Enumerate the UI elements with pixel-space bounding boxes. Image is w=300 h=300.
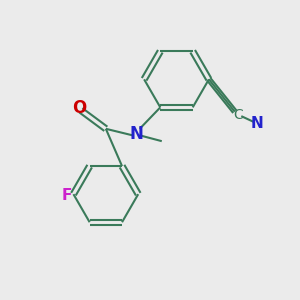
Text: F: F: [62, 188, 72, 203]
Text: O: O: [72, 99, 86, 117]
Text: N: N: [130, 125, 144, 143]
Text: C: C: [233, 108, 243, 122]
Text: N: N: [251, 116, 264, 131]
